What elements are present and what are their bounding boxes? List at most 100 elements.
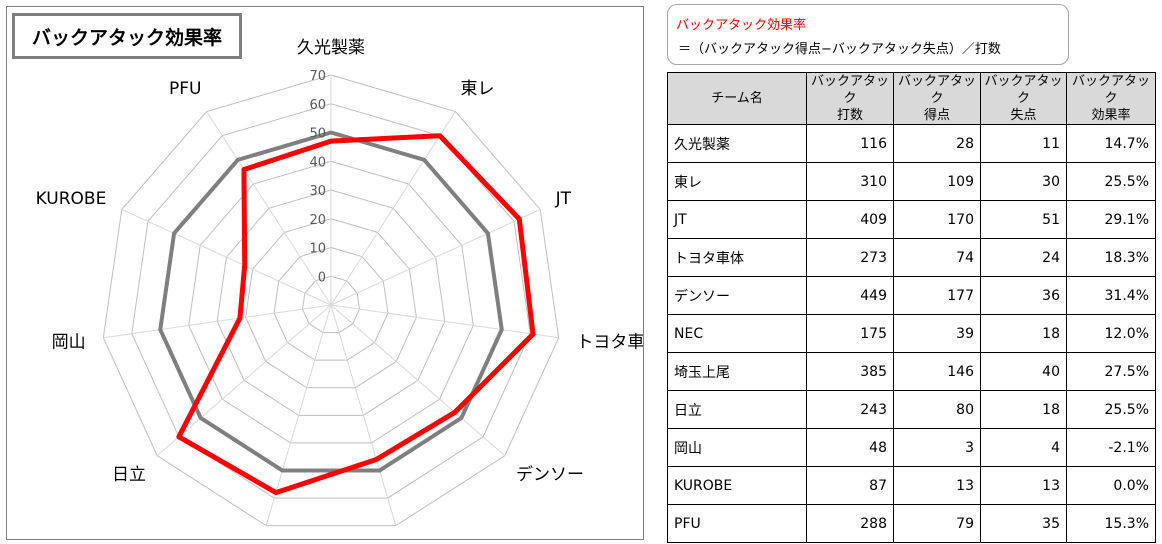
table-row: 東レ 310 109 30 25.5% <box>667 162 1156 201</box>
cell-rate: 31.4% <box>1066 276 1156 315</box>
cell-rate: -2.1% <box>1066 428 1156 467</box>
cell-points: 28 <box>893 124 981 163</box>
category-label: KUROBE <box>36 189 107 209</box>
series-line-0 <box>158 130 504 473</box>
cell-errors: 51 <box>980 200 1067 239</box>
cell-rate: 0.0% <box>1066 466 1156 505</box>
cell-errors: 30 <box>980 162 1067 201</box>
stats-table: チーム名 バックアタック 打数 バックアタック 得点 バックアタック 失点 バックアタ… <box>667 72 1156 543</box>
table-row: トヨタ車体 273 74 24 18.3% <box>667 238 1156 277</box>
cell-rate: 25.5% <box>1066 390 1156 429</box>
table-row: デンソー 449 177 36 31.4% <box>667 276 1156 315</box>
radar-chart: 010203040506070久光製薬東レJTトヨタ車体デンソーNEC埼玉上尾日… <box>36 38 643 527</box>
cell-points: 80 <box>893 390 981 429</box>
cell-points: 74 <box>893 238 981 277</box>
cell-points: 13 <box>893 466 981 505</box>
cell-team: 東レ <box>667 162 807 201</box>
chart-title: バックアタック効果率 <box>12 13 242 59</box>
grid-ring <box>131 103 531 499</box>
cell-points: 109 <box>893 162 981 201</box>
category-label: PFU <box>169 79 201 99</box>
cell-rate: 18.3% <box>1066 238 1156 277</box>
grid-spoke <box>121 208 332 306</box>
grid-spoke <box>330 304 397 526</box>
cell-attempts: 310 <box>806 162 894 201</box>
r-tick-label: 0 <box>318 270 326 285</box>
cell-errors: 40 <box>980 352 1067 391</box>
cell-points: 3 <box>893 428 981 467</box>
cell-team: NEC <box>667 314 807 353</box>
grid-spoke <box>103 304 332 339</box>
cell-attempts: 273 <box>806 238 894 277</box>
grid-spoke <box>156 304 332 456</box>
cell-rate: 12.0% <box>1066 314 1156 353</box>
header-attempts: バックアタック 打数 <box>806 72 894 125</box>
cell-points: 79 <box>893 504 981 543</box>
cell-team: JT <box>667 200 807 239</box>
r-tick-label: 30 <box>309 184 326 199</box>
grid-ring <box>245 218 417 389</box>
grid-spoke <box>265 304 332 526</box>
table-header-row: チーム名 バックアタック 打数 バックアタック 得点 バックアタック 失点 バックアタ… <box>667 72 1156 125</box>
header-points: バックアタック 得点 <box>893 72 981 125</box>
category-label: 岡山 <box>52 333 86 353</box>
table-row: 久光製薬 116 28 11 14.7% <box>667 124 1156 163</box>
cell-attempts: 385 <box>806 352 894 391</box>
cell-points: 146 <box>893 352 981 391</box>
cell-errors: 36 <box>980 276 1067 315</box>
cell-team: 日立 <box>667 390 807 429</box>
grid-ring <box>273 246 389 361</box>
cell-errors: 24 <box>980 238 1067 277</box>
cell-attempts: 116 <box>806 124 894 163</box>
grid-spoke <box>330 111 456 306</box>
cell-team: デンソー <box>667 276 807 315</box>
formula-box: バックアタック効果率 ＝（バックアタック得点−バックアタック失点）／打数 <box>667 4 1069 65</box>
grid-spoke <box>330 208 541 306</box>
cell-points: 39 <box>893 314 981 353</box>
table-row: JT 409 170 51 29.1% <box>667 200 1156 239</box>
cell-team: 埼玉上尾 <box>667 352 807 391</box>
category-label: 東レ <box>460 79 494 99</box>
cell-team: 久光製薬 <box>667 124 807 163</box>
cell-attempts: 175 <box>806 314 894 353</box>
cell-errors: 11 <box>980 124 1067 163</box>
cell-attempts: 449 <box>806 276 894 315</box>
cell-attempts: 409 <box>806 200 894 239</box>
table-body: 久光製薬 116 28 11 14.7% 東レ 310 109 30 25.5% JT 409 170 5… <box>667 124 1156 543</box>
header-errors: バックアタック 失点 <box>980 72 1067 125</box>
grid-spoke <box>330 304 559 339</box>
formula-expression: ＝（バックアタック得点−バックアタック失点）／打数 <box>678 42 1001 57</box>
r-tick-label: 50 <box>309 127 326 142</box>
table-row: 日立 243 80 18 25.5% <box>667 390 1156 429</box>
header-rate: バックアタック 効果率 <box>1066 72 1156 125</box>
cell-points: 170 <box>893 200 981 239</box>
cell-attempts: 288 <box>806 504 894 543</box>
cell-errors: 35 <box>980 504 1067 543</box>
cell-errors: 18 <box>980 314 1067 353</box>
cell-errors: 13 <box>980 466 1067 505</box>
table-row: 岡山 48 3 4 -2.1% <box>667 428 1156 467</box>
r-tick-label: 60 <box>309 98 326 113</box>
grid-ring <box>302 275 360 334</box>
cell-rate: 29.1% <box>1066 200 1156 239</box>
formula-title: バックアタック効果率 <box>676 18 807 33</box>
cell-attempts: 48 <box>806 428 894 467</box>
grid-spoke <box>330 304 506 456</box>
table-row: PFU 288 79 35 15.3% <box>667 504 1156 543</box>
cell-rate: 14.7% <box>1066 124 1156 163</box>
category-label: トヨタ車体 <box>576 333 643 353</box>
grid-spoke <box>206 111 332 306</box>
table-row: KUROBE 87 13 13 0.0% <box>667 466 1156 505</box>
cell-points: 177 <box>893 276 981 315</box>
r-tick-label: 70 <box>309 69 326 84</box>
header-team: チーム名 <box>667 72 807 125</box>
category-label: デンソー <box>516 464 584 485</box>
r-tick-label: 40 <box>309 155 326 170</box>
category-label: 久光製薬 <box>297 38 365 58</box>
cell-team: PFU <box>667 504 807 543</box>
cell-attempts: 243 <box>806 390 894 429</box>
category-label: 日立 <box>112 465 146 485</box>
cell-team: 岡山 <box>667 428 807 467</box>
series-line-1 <box>176 133 536 496</box>
